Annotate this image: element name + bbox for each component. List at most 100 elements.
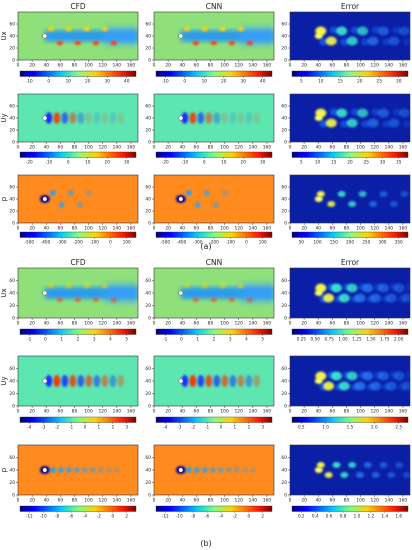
x-tick-label: 100 <box>356 409 365 415</box>
colorbar-tick-label: 2 <box>77 337 80 342</box>
y-tick-label: 40 <box>281 197 287 203</box>
x-tick-label: 80 <box>344 145 350 151</box>
colorbar-tick-label: 1.75 <box>380 337 390 342</box>
plot-content <box>154 12 274 60</box>
y-tick-label: 0 <box>148 316 151 322</box>
vortex-mark <box>189 375 197 387</box>
error-streak <box>316 191 325 197</box>
cylinder <box>178 290 184 296</box>
colorbar-tick-label: 1 <box>196 337 199 342</box>
x-tick-label: 160 <box>399 409 408 415</box>
x-tick-label: 120 <box>371 63 380 69</box>
y-tick-label: 40 <box>145 197 151 203</box>
colorbar-tick-label: -10 <box>176 514 183 519</box>
colorbar-tick-label: -3 <box>41 425 46 430</box>
error-streak <box>371 472 380 478</box>
x-tick-label: 20 <box>29 321 35 327</box>
vortex-mark <box>101 26 109 32</box>
y-tick-label: 40 <box>9 116 15 122</box>
x-tick-label: 40 <box>179 498 185 504</box>
vortex-mark <box>221 112 229 124</box>
x-tick-label: 100 <box>84 498 93 504</box>
vortex-mark <box>246 297 254 303</box>
x-tick-label: 40 <box>315 409 321 415</box>
x-tick-label: 0 <box>17 321 20 327</box>
x-tick-label: 140 <box>113 498 122 504</box>
x-tick-label: 80 <box>208 145 214 151</box>
x-tick-label: 20 <box>165 409 171 415</box>
x-tick-label: 0 <box>153 226 156 232</box>
vortex-mark <box>218 467 224 473</box>
colorbar-tick-label: 1.2 <box>368 514 375 519</box>
colorbar-tick-label: 100 <box>259 240 267 245</box>
x-tick-label: 20 <box>301 498 307 504</box>
error-hotspot <box>314 115 323 121</box>
y-tick-label: 60 <box>9 278 15 284</box>
x-tick-label: 40 <box>315 321 321 327</box>
vortex-mark <box>69 112 77 124</box>
x-tick-label: 20 <box>165 145 171 151</box>
error-background <box>290 268 410 318</box>
error-streak <box>387 472 396 478</box>
x-tick-label: 140 <box>249 498 258 504</box>
colorbar-tick-label: -2 <box>191 425 196 430</box>
cylinder <box>178 378 184 384</box>
row-label-p: p <box>0 196 8 201</box>
colorbar-tick-label: 15 <box>338 79 344 84</box>
x-tick-label: 80 <box>72 226 78 232</box>
vortex-mark <box>205 112 213 124</box>
x-tick-label: 80 <box>72 498 78 504</box>
plot-content <box>18 356 138 406</box>
colorbar-tick-label: -10 <box>26 79 33 84</box>
colorbar-tick-label: 30 <box>105 79 111 84</box>
colorbar-tick-label: 10 <box>85 160 91 165</box>
field-background <box>18 175 138 223</box>
x-tick-label: 60 <box>194 498 200 504</box>
colorbar-tick-label: -12 <box>162 514 169 519</box>
row-label-ux: Ux <box>0 288 8 297</box>
y-tick-label: 60 <box>145 278 151 284</box>
x-tick-label: 40 <box>43 63 49 69</box>
x-tick-label: 0 <box>289 63 292 69</box>
x-tick-label: 160 <box>263 321 272 327</box>
y-tick-label: 20 <box>9 128 15 134</box>
vortex-mark <box>183 283 191 289</box>
row-label-uy: Uy <box>0 113 8 122</box>
x-tick-label: 20 <box>165 498 171 504</box>
vortex-mark <box>195 202 201 208</box>
vortex-mark <box>202 467 208 473</box>
error-streak <box>377 108 389 118</box>
colorbar-tick-label: -6 <box>69 514 74 519</box>
y-tick-label: 40 <box>281 291 287 297</box>
x-tick-label: 160 <box>127 63 136 69</box>
cylinder <box>178 115 184 121</box>
x-tick-label: 140 <box>113 63 122 69</box>
panel-error-ux: 0 20 40 60 80 100 120 140 160 0 20 40 60 0.25 0.50 0.75… <box>281 267 411 342</box>
colorbar-tick-label: 30 <box>241 79 247 84</box>
panel-cnn-uy: 0 20 40 60 80 100 120 140 160 0 20 40 60 -4 -3 -2 -1 0 1 2 3 <box>145 355 275 430</box>
colorbar-tick-label: -2 <box>55 425 60 430</box>
vortex-mark <box>82 467 88 473</box>
x-tick-label: 80 <box>208 226 214 232</box>
colorbar-tick-label: 0.6 <box>326 514 333 519</box>
panel-cnn-ux: 0 20 40 60 80 100 120 140 160 0 20 40 60 -1 0 1 2 3 4 5 <box>145 267 275 342</box>
plot-content <box>18 12 138 60</box>
panel-cfd-p: 0 20 40 60 80 100 120 140 160 0 20 40 60 -500 -400 -300… <box>9 174 139 245</box>
colorbar-tick-label: 0.2 <box>298 514 305 519</box>
vortex-mark <box>92 297 100 303</box>
colorbar <box>291 151 409 158</box>
vortex-mark <box>45 112 53 124</box>
vortex-mark <box>117 112 125 124</box>
y-tick-label: 20 <box>9 209 15 215</box>
colorbar-tick-label: 0.5 <box>298 425 305 430</box>
y-tick-label: 60 <box>145 455 151 461</box>
vortex-mark <box>65 26 73 32</box>
error-streak <box>362 371 374 381</box>
vortex-mark <box>50 190 56 196</box>
error-streak <box>402 472 410 478</box>
x-tick-label: 80 <box>344 409 350 415</box>
vortex-mark <box>65 283 73 289</box>
colorbar-tick-label: 0 <box>109 240 112 245</box>
vortex-mark <box>237 283 245 289</box>
